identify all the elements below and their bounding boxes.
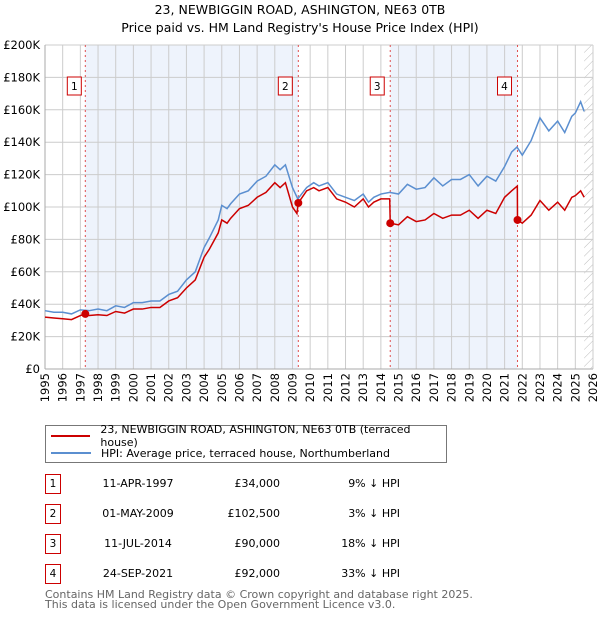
x-tick-label: 2008 — [268, 373, 282, 402]
sale-marker-label: 1 — [71, 81, 78, 93]
sale-point — [294, 198, 303, 207]
x-tick-label: 2022 — [515, 373, 529, 402]
legend-price-label: 23, NEWBIGGIN ROAD, ASHINGTON, NE63 0TB … — [100, 423, 411, 449]
sale-date: 24-SEP-2021 — [102, 567, 174, 580]
sale-marker-label: 3 — [374, 81, 381, 93]
sale-row: 3 11-JUL-2014 £90,000 18% ↓ HPI — [45, 534, 445, 554]
y-tick-label: £0 — [25, 362, 40, 376]
price-chart: 1 2 3 4 1995 1996 1997 1998 1999 2000 2001 2002 2003… — [3, 38, 600, 402]
price-line-swatch — [51, 435, 91, 437]
x-tick-label: 1996 — [56, 373, 70, 402]
sale-row: 4 24-SEP-2021 £92,000 33% ↓ HPI — [45, 564, 445, 584]
y-tick-label: £120K — [3, 168, 40, 182]
x-tick-label: 1998 — [91, 373, 105, 402]
sale-marker-box — [277, 76, 293, 96]
x-tick-label: 2007 — [250, 373, 264, 402]
y-tick-label: £60K — [11, 265, 41, 279]
sale-date: 11-JUL-2014 — [104, 537, 172, 550]
sale-price: £102,500 — [227, 507, 281, 520]
sale-price: £34,000 — [234, 477, 281, 490]
sale-date: 01-MAY-2009 — [102, 507, 174, 520]
sale-price: £90,000 — [234, 537, 281, 550]
sale-hpi-diff: 9% ↓ HPI — [348, 477, 400, 490]
x-tick-label: 2010 — [303, 373, 317, 402]
x-tick-label: 2012 — [339, 373, 353, 402]
chart-title-line1: 23, NEWBIGGIN ROAD, ASHINGTON, NE63 0TB — [154, 2, 446, 17]
sale-date: 11-APR-1997 — [102, 477, 174, 490]
x-tick-label: 2003 — [179, 373, 193, 402]
y-tick-label: £40K — [11, 297, 41, 311]
sale-point — [386, 219, 395, 228]
x-tick-label: 2024 — [551, 373, 565, 402]
sale-marker-label: 2 — [282, 81, 289, 93]
y-tick-label: £140K — [3, 135, 40, 149]
x-tick-label: 2020 — [480, 373, 494, 402]
x-tick-label: 2023 — [533, 373, 547, 402]
sale-marker-box — [497, 76, 513, 96]
x-tick-label: 2005 — [215, 373, 229, 402]
sale-number: 2 — [45, 504, 61, 524]
hpi-line — [44, 99, 585, 315]
legend-item-hpi: HPI: Average price, terraced house, Nort… — [46, 445, 390, 461]
x-tick-label: 2015 — [392, 373, 406, 402]
y-tick-label: £160K — [3, 103, 40, 117]
x-tick-label: 2018 — [445, 373, 459, 402]
x-tick-label: 2001 — [144, 373, 158, 402]
x-tick-label: 2014 — [374, 373, 388, 402]
x-tick-label: 2011 — [321, 373, 335, 402]
price-paid-line — [44, 181, 585, 321]
sale-number: 3 — [45, 534, 61, 554]
x-tick-label: 2019 — [462, 373, 476, 402]
sale-hpi-diff: 3% ↓ HPI — [348, 507, 400, 520]
sale-number: 4 — [45, 564, 61, 584]
x-tick-label: 2026 — [586, 373, 600, 402]
x-tick-label: 1999 — [109, 373, 123, 402]
sale-point — [513, 215, 522, 224]
y-tick-label: £200K — [3, 38, 40, 52]
sale-hpi-diff: 18% ↓ HPI — [341, 537, 400, 550]
x-tick-label: 2002 — [162, 373, 176, 402]
sale-marker-label: 4 — [501, 81, 508, 93]
x-tick-label: 2006 — [232, 373, 246, 402]
legend-item-price: 23, NEWBIGGIN ROAD, ASHINGTON, NE63 0TB … — [46, 423, 446, 449]
sale-row: 2 01-MAY-2009 £102,500 3% ↓ HPI — [45, 504, 445, 524]
chart-title-line2: Price paid vs. HM Land Registry's House … — [121, 20, 479, 35]
x-tick-label: 2004 — [197, 373, 211, 402]
legend-hpi-label: HPI: Average price, terraced house, Nort… — [101, 446, 390, 460]
x-tick-label: 1997 — [73, 373, 87, 402]
sale-price: £92,000 — [234, 567, 281, 580]
footer-licence: This data is licensed under the Open Gov… — [45, 598, 396, 611]
sale-number: 1 — [45, 474, 61, 494]
y-tick-label: £80K — [11, 232, 41, 246]
sale-marker-box — [66, 76, 82, 96]
sale-hpi-diff: 33% ↓ HPI — [341, 567, 400, 580]
footer-copyright: Contains HM Land Registry data © Crown c… — [45, 588, 473, 601]
y-tick-label: £20K — [11, 330, 41, 344]
y-tick-label: £180K — [3, 70, 40, 84]
x-tick-label: 2021 — [498, 373, 512, 402]
x-tick-label: 2017 — [427, 373, 441, 402]
legend: 23, NEWBIGGIN ROAD, ASHINGTON, NE63 0TB … — [45, 423, 447, 463]
sale-marker-box — [369, 76, 385, 96]
x-tick-label: 1995 — [38, 373, 52, 402]
x-tick-label: 2013 — [356, 373, 370, 402]
x-tick-label: 2000 — [126, 373, 140, 402]
x-tick-label: 2025 — [568, 373, 582, 402]
sale-point — [81, 309, 90, 318]
x-tick-label: 2016 — [409, 373, 423, 402]
sale-row: 1 11-APR-1997 £34,000 9% ↓ HPI — [45, 474, 445, 494]
y-tick-label: £100K — [3, 200, 40, 214]
x-tick-label: 2009 — [285, 373, 299, 402]
hpi-line-swatch — [51, 452, 91, 454]
